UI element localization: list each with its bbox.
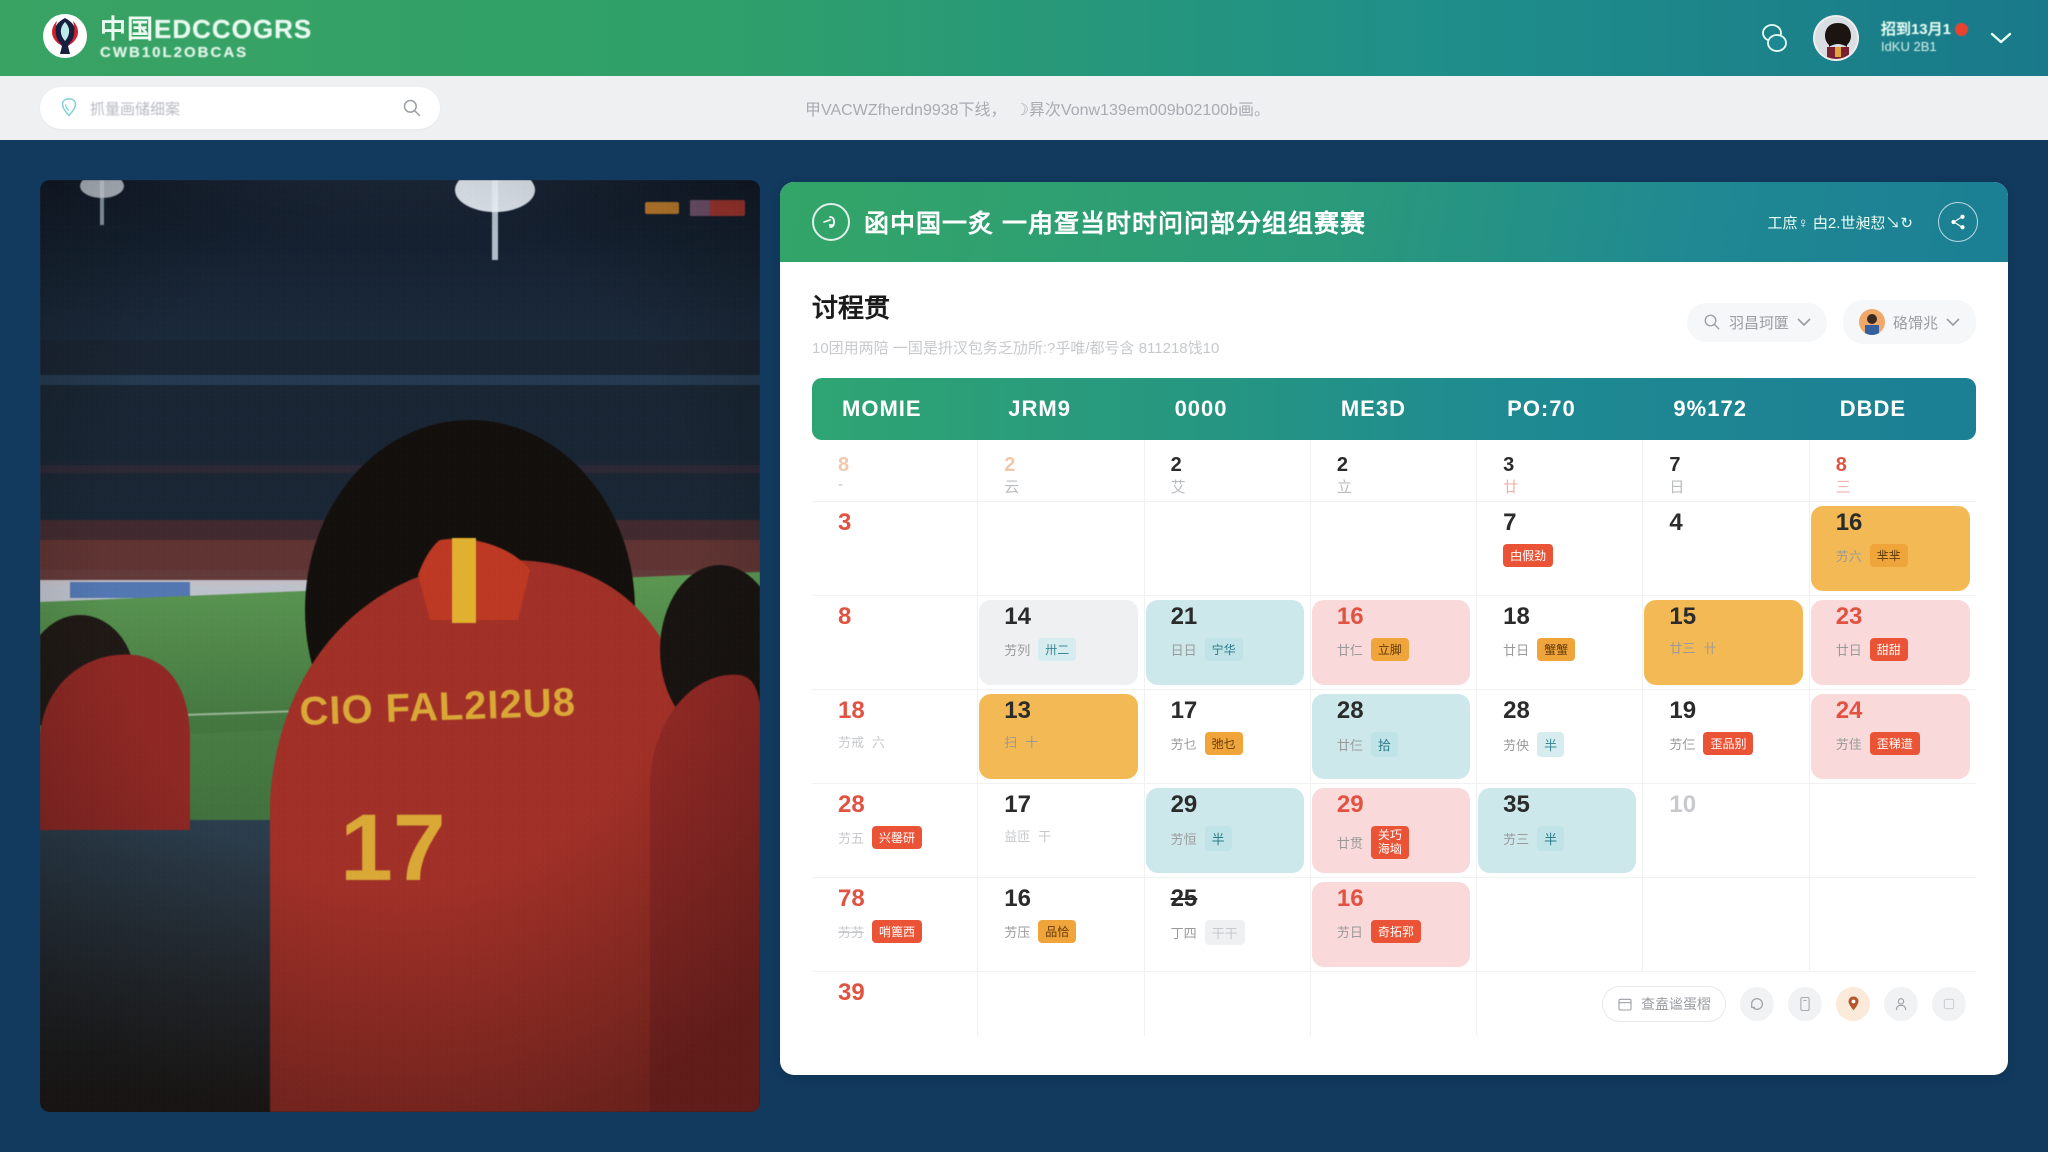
svg-text:17: 17 [340, 795, 446, 901]
